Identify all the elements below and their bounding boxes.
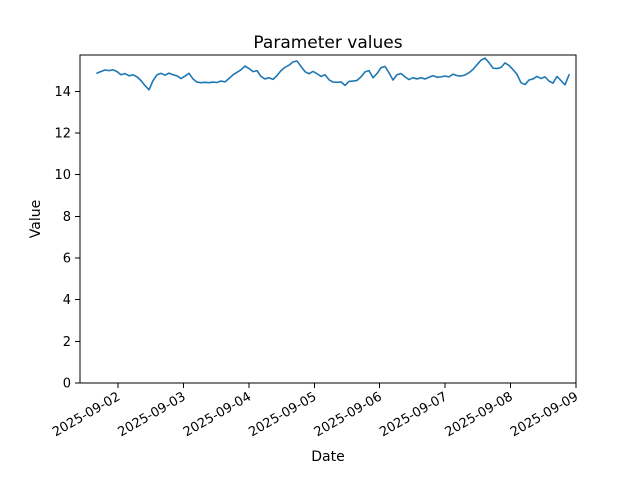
x-tick-label: 2025-09-03 bbox=[116, 389, 189, 440]
y-tick-label: 12 bbox=[54, 127, 71, 142]
series-line bbox=[96, 57, 570, 91]
y-tick-label: 2 bbox=[63, 335, 71, 350]
axes-frame bbox=[79, 54, 577, 384]
chart-title: Parameter values bbox=[253, 33, 403, 53]
x-tick-label: 2025-09-07 bbox=[377, 389, 450, 440]
x-axis-label: Date bbox=[311, 449, 345, 465]
x-tick-label: 2025-09-08 bbox=[443, 389, 516, 440]
y-tick-label: 10 bbox=[54, 168, 71, 183]
y-tick-label: 8 bbox=[63, 210, 71, 225]
x-tick-label: 2025-09-04 bbox=[181, 389, 254, 440]
y-tick-label: 14 bbox=[54, 85, 71, 100]
y-tick-label: 4 bbox=[63, 293, 71, 308]
x-tick-label: 2025-09-06 bbox=[312, 389, 385, 440]
y-tick-label: 0 bbox=[63, 377, 71, 392]
x-tick-label: 2025-09-09 bbox=[508, 389, 581, 440]
x-tick-label: 2025-09-02 bbox=[50, 389, 123, 440]
x-tick-label: 2025-09-05 bbox=[246, 389, 319, 440]
y-tick-label: 6 bbox=[63, 252, 71, 267]
